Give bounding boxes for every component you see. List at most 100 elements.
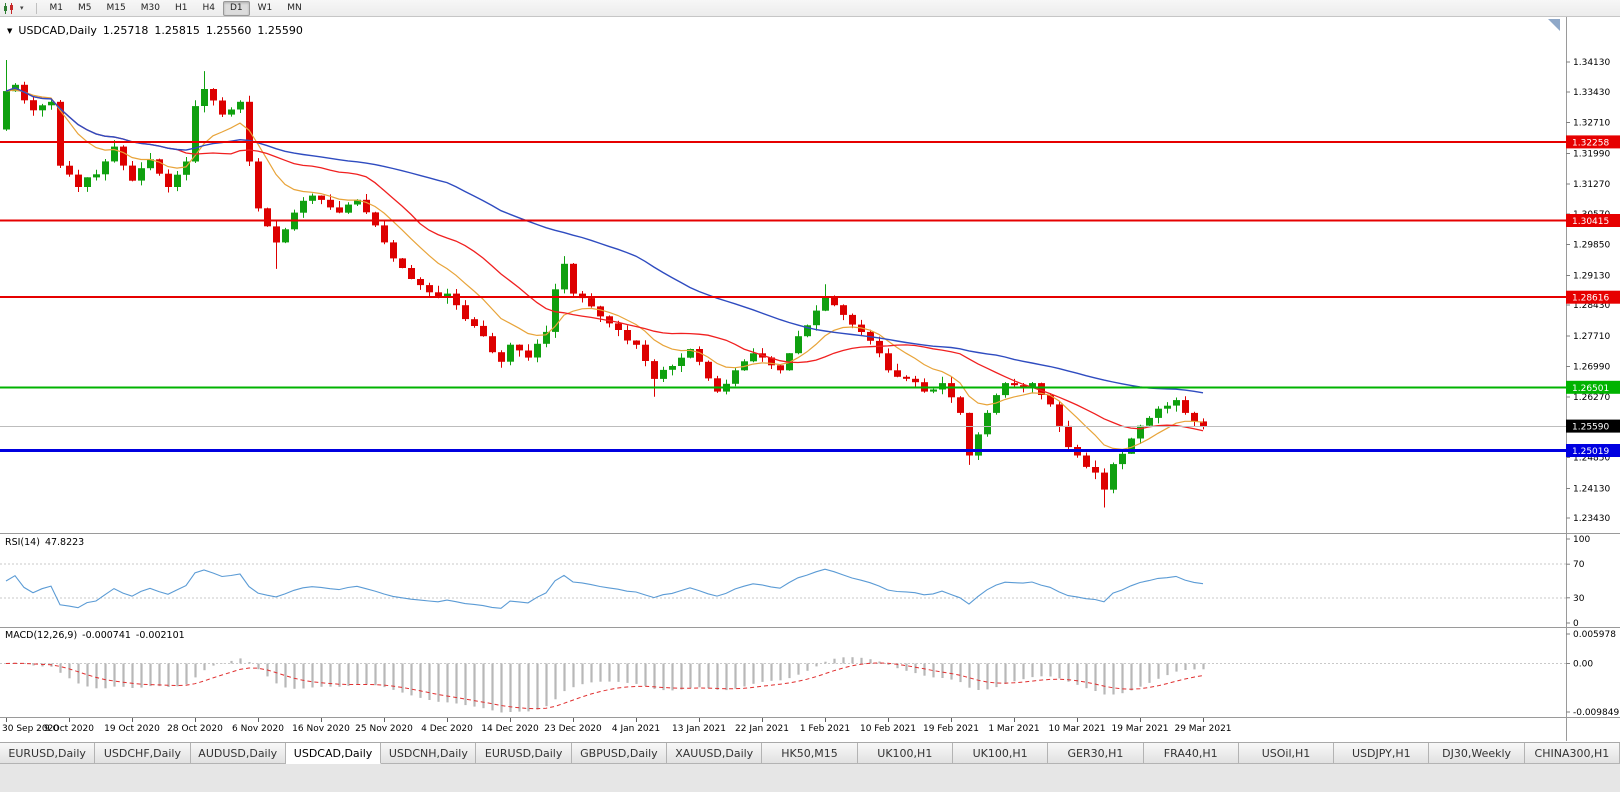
tab-fra40-h1[interactable]: FRA40,H1 (1143, 743, 1239, 764)
ma-line-20 (5, 87, 1204, 432)
symbol-tab-bar: EURUSD,Daily USDCHF,Daily AUDUSD,Daily USDC… (0, 742, 1620, 792)
tab-hk50-m15[interactable]: HK50,M15 (762, 743, 858, 764)
timeframe-button-h4[interactable]: H4 (202, 2, 215, 13)
level-price-tag-1.26501: 1.26501 (1566, 380, 1620, 394)
svg-text:13 Jan 2021: 13 Jan 2021 (672, 724, 726, 734)
tab-uk100-h1[interactable]: UK100,H1 (857, 743, 953, 764)
toolbar-separator (35, 2, 37, 14)
timeframe-button-mn[interactable]: MN (287, 2, 302, 13)
level-price-tag-1.28616: 1.28616 (1566, 290, 1620, 304)
chart-dropdown-arrow-icon[interactable]: ▾ (20, 4, 24, 12)
tab-eurusd-daily[interactable]: EURUSD,Daily (0, 743, 96, 764)
ma-line-10 (5, 89, 1204, 451)
tab-audusd-daily[interactable]: AUDUSD,Daily (190, 743, 286, 764)
svg-text:4 Jan 2021: 4 Jan 2021 (612, 724, 660, 734)
rsi-line (5, 568, 1204, 609)
svg-text:100: 100 (1573, 535, 1590, 545)
svg-text:19 Oct 2020: 19 Oct 2020 (104, 724, 160, 734)
timeframe-button-m5[interactable]: M5 (78, 2, 92, 13)
timeframe-button-m30[interactable]: M30 (140, 2, 160, 13)
tab-usoil-h1[interactable]: USOil,H1 (1238, 743, 1335, 764)
timeframe-button-m15[interactable]: M15 (106, 2, 126, 13)
svg-text:1.29130: 1.29130 (1573, 271, 1610, 281)
rsi-panel: 100 70 30 0 (0, 535, 1590, 629)
horizontal-level-lines[interactable] (0, 140, 1566, 452)
svg-text:1.34130: 1.34130 (1573, 58, 1610, 68)
svg-text:1.25019: 1.25019 (1572, 447, 1609, 457)
macd-panel: 0.005978 0.00 -0.009849 (0, 630, 1619, 718)
tab-usdcnh-daily[interactable]: USDCNH,Daily (381, 743, 477, 764)
svg-text:1.26501: 1.26501 (1572, 384, 1609, 394)
timeframe-buttons: M1 M5 M15 M30 H1 H4 D1 W1 MN (43, 0, 309, 16)
svg-text:19 Feb 2021: 19 Feb 2021 (923, 724, 979, 734)
svg-text:0: 0 (1573, 619, 1579, 629)
tab-dj30-weekly[interactable]: DJ30,Weekly (1429, 743, 1525, 764)
svg-text:1.32710: 1.32710 (1573, 119, 1610, 129)
chart-type-icon[interactable] (3, 2, 17, 14)
svg-text:25 Nov 2020: 25 Nov 2020 (355, 724, 413, 734)
macd-indicator-label: MACD(12,26,9) -0.000741 -0.002101 (5, 630, 185, 641)
svg-text:0.00: 0.00 (1573, 660, 1593, 670)
level-price-tag-1.32258: 1.32258 (1566, 135, 1620, 149)
svg-text:6 Nov 2020: 6 Nov 2020 (232, 724, 284, 734)
svg-text:1.28616: 1.28616 (1572, 294, 1609, 304)
svg-text:-0.009849: -0.009849 (1573, 708, 1619, 718)
ohlc-high: 1.25815 (154, 24, 200, 37)
svg-text:1.27710: 1.27710 (1573, 332, 1610, 342)
tab-usdcad-daily[interactable]: USDCAD,Daily (285, 743, 382, 764)
rsi-indicator-label: RSI(14) 47.8223 (5, 537, 84, 548)
svg-text:1.24130: 1.24130 (1573, 484, 1610, 494)
chart-symbol: USDCAD,Daily (18, 24, 97, 37)
price-axis: 1.341301.334301.327101.319901.312701.305… (1566, 58, 1610, 524)
ma-line-50 (5, 87, 1204, 394)
svg-text:1.24850: 1.24850 (1573, 454, 1610, 464)
tab-usdjpy-h1[interactable]: USDJPY,H1 (1334, 743, 1430, 764)
svg-text:10 Mar 2021: 10 Mar 2021 (1048, 724, 1105, 734)
svg-text:29 Mar 2021: 29 Mar 2021 (1174, 724, 1231, 734)
svg-text:1.29850: 1.29850 (1573, 241, 1610, 251)
timeframe-button-m1[interactable]: M1 (49, 2, 64, 13)
svg-text:0.005978: 0.005978 (1573, 630, 1616, 640)
tab-ger30-h1[interactable]: GER30,H1 (1048, 743, 1144, 764)
tab-eurusd-daily[interactable]: EURUSD,Daily (476, 743, 572, 764)
svg-text:1 Mar 2021: 1 Mar 2021 (988, 724, 1039, 734)
svg-text:4 Dec 2020: 4 Dec 2020 (421, 724, 473, 734)
ohlc-close: 1.25590 (257, 24, 303, 37)
macd-main-value: -0.000741 (82, 630, 131, 641)
tab-uk100-h1[interactable]: UK100,H1 (952, 743, 1049, 764)
timeframe-button-w1[interactable]: W1 (257, 2, 273, 13)
svg-text:30: 30 (1573, 594, 1585, 604)
top-toolbar: ▾ M1 M5 M15 M30 H1 H4 D1 W1 MN (0, 0, 1620, 17)
svg-text:30 Sep 2020: 30 Sep 2020 (2, 724, 59, 734)
tab-usdchf-daily[interactable]: USDCHF,Daily (95, 743, 191, 764)
svg-text:1.33430: 1.33430 (1573, 88, 1610, 98)
svg-text:1.26270: 1.26270 (1573, 393, 1610, 403)
chart-ohlc-header: ▼ USDCAD,Daily 1.25718 1.25815 1.25560 1… (7, 24, 303, 37)
symbol-marker-icon: ▼ (7, 26, 13, 35)
tab-xauusd-daily[interactable]: XAUUSD,Daily (667, 743, 763, 764)
symbol-tabs: EURUSD,Daily USDCHF,Daily AUDUSD,Daily USDC… (0, 743, 1620, 764)
svg-text:16 Nov 2020: 16 Nov 2020 (292, 724, 350, 734)
svg-text:28 Oct 2020: 28 Oct 2020 (167, 724, 223, 734)
svg-text:1.26990: 1.26990 (1573, 363, 1610, 373)
svg-text:10 Feb 2021: 10 Feb 2021 (860, 724, 916, 734)
timeframe-button-d1[interactable]: D1 (222, 0, 250, 16)
timeframe-button-h1[interactable]: H1 (174, 2, 188, 13)
macd-signal-line (5, 662, 1204, 710)
svg-text:22 Jan 2021: 22 Jan 2021 (735, 724, 789, 734)
svg-text:14 Dec 2020: 14 Dec 2020 (481, 724, 539, 734)
svg-text:9 Oct 2020: 9 Oct 2020 (44, 724, 94, 734)
svg-text:1 Feb 2021: 1 Feb 2021 (800, 724, 850, 734)
level-price-tag-1.25019: 1.25019 (1566, 444, 1620, 457)
svg-text:1.23430: 1.23430 (1573, 514, 1610, 524)
svg-text:19 Mar 2021: 19 Mar 2021 (1111, 724, 1168, 734)
chart-shift-marker[interactable] (1548, 19, 1560, 31)
tab-china300-h1[interactable]: CHINA300,H1 (1524, 743, 1620, 764)
candlestick-series (3, 60, 1207, 508)
tab-gbpusd-daily[interactable]: GBPUSD,Daily (571, 743, 668, 764)
level-price-tag-1.30415: 1.30415 (1566, 214, 1620, 227)
svg-text:70: 70 (1573, 560, 1585, 570)
rsi-value: 47.8223 (44, 537, 85, 548)
